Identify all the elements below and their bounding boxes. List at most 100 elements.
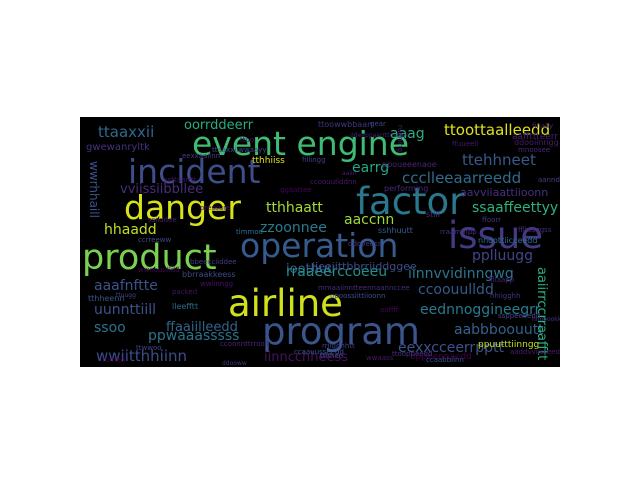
word-aaiirr: aaiirr [342,170,358,177]
word-bbeecciiddee: bbeecciiddee [190,258,237,266]
word-ppoueeenaoe: ppoueeenaoe [382,160,437,169]
word-iinnvvidinngwg: iinnvvidinngwg [408,266,514,282]
word-event-engine: event engine [192,124,410,163]
word-uunnttiill: uunnttiill [94,302,157,318]
word-pplluugg: pplluugg [472,248,534,264]
word-gear: gear [370,120,386,128]
word-ppuutttiinngg: ppuutttiinngg [478,340,540,350]
word-turned: turned [102,356,126,364]
word-danger: danger [124,188,241,227]
word-finally: finally [532,122,554,130]
word-ffoorr: ffoorr [482,216,502,224]
word-mnoosee: mnoosee [518,146,551,154]
word-jjeeiittbbrriiddggee: jjeeiittbbrriiddggee [312,260,417,273]
word-ccclleeaarreedd: ccclleeaarreedd [402,169,522,187]
word-hhiigghh: hhiigghh [490,292,521,300]
word-ccoonnttrrooll: ccoonnttrrooll [220,340,269,348]
word-vviissiibbllee: vviissiibbllee [120,182,204,197]
word-rraaeerccoeeu: rraaeerccoeeu [286,264,388,280]
word-ccoouulldd: ccoouulldd [418,282,494,298]
word-wwrhhaill: wwrhhaill [87,161,101,218]
word-gwewanryltk: gwewanryltk [86,142,150,153]
word-ttwwoo: ttwwoo [136,344,162,352]
word-ttoottaalleedd: ttoottaalleedd [444,121,551,139]
word-ttooppeedd: ttooppeedd [392,350,433,358]
word-rriigghhtt: rriigghhtt [322,342,355,350]
word-aaiirrccrraafftt: aaiirrccrraafftt [534,267,549,361]
word-lleefftt: lleefftt [172,302,199,311]
word-ooffff: ooffff [380,306,399,314]
word-ccrreeww: ccrreeww [138,236,172,244]
word-ffllaapp: ffllaapp [488,276,515,284]
word-ffuueell: ffuueell [452,140,479,148]
word-incident: incident [128,152,261,191]
word-pressure: pressure [200,204,231,212]
word-ddeeppaarrttuurree: ddeeppaarrttuurree [350,132,410,139]
word-ttaaxxii: ttaaxxii [98,123,155,141]
word-ttaaxxiiwwaayy: ttaaxxiiwwaayy [212,146,267,154]
word-wwiitthhiinn: wwiitthhiinn [96,347,187,365]
word-ttoowwbbaarr: ttoowwbbaarr [318,120,374,129]
word-fillingg: fillingg [302,156,326,164]
word-rraammpp: rraammpp [440,228,477,236]
word-factor: factor [356,180,465,223]
word-ppoossiittiioonn: ppoossiittiioonn [330,292,386,300]
word-issue: issue [448,214,544,257]
word-aaccnn: aaccnn [344,212,395,228]
word-ffllaaggss: ffllaaggss [518,226,552,234]
word-ffaaiilleedd: ffaaiilleedd [166,320,238,335]
word-wwoouulldd: wwoouulldd [138,266,180,274]
word-oorrddeerr: oorrddeerr [184,118,254,133]
word-ddooww: ddooww [222,360,247,367]
word-ccaauusseedd: ccaauusseedd [294,348,344,356]
word-eexxaaiinn: eexxaaiinn [182,152,221,160]
word-sshhuutt: sshhuutt [378,226,413,235]
word-product: product [82,238,217,278]
word-nnoottiicceedd: nnoottiicceedd [478,236,538,245]
word-airline: airline [228,282,343,325]
word-aavviiaattiioonn: aavviiaattiioonn [460,186,549,199]
word-mmaaiinntteennaannccee: mmaaiinntteennaannccee [318,284,410,292]
word-aaag: aaag [390,126,425,142]
word-aanndd: aanndd [538,176,560,184]
word-ssppeeeedd: ssppeeeedd [498,312,541,320]
word-bbrraakkeess: bbrraakkeess [182,270,236,279]
word-ttehhneet: ttehhneet [462,151,536,169]
word-oppeennaedd: oppeennaedd [410,352,472,362]
word-ddooeess: ddooeess [348,240,382,248]
word-ssoo: ssoo [94,320,126,336]
word-aaafnftte: aaafnftte [94,278,158,294]
word-eexxcceerrpptt: eexxcceerrpptt [398,340,504,356]
word-zzoonnee: zzoonnee [260,220,327,236]
word-hhaadd: hhaadd [104,222,157,238]
word-wwaass: wwaass [366,354,394,362]
word-ssttaarrtt: ssttaarrtt [164,176,197,184]
word-timmoo: timmoo [236,228,263,236]
word-ppwaaasssss: ppwaaasssss [148,328,240,344]
word-aaffttteerr: aaffttteerr [512,132,559,142]
word-eednnoggineegrr: eednnoggineegrr [420,302,541,318]
word-iinncchheess: iinncchheess [264,350,349,365]
word-hhooookk: hhooookk [532,316,560,323]
word-earrg: earrg [352,160,390,176]
word-tthhaatt: tthhaatt [266,200,323,216]
word-running: running [396,125,404,153]
word-aaddvviisseedd: aaddvviisseedd [510,348,560,356]
word-ttuugg: ttuugg [116,292,136,299]
word-wwiinngg: wwiinngg [200,280,234,288]
word-ccaabbiinn: ccaabbiinn [426,356,464,364]
word-ttoo: ttoo [240,136,255,144]
word-ddooiinngg: ddooiinngg [514,138,559,147]
word-tthhee: tthhee [320,352,343,360]
word-cloud-image: event engine incident danger factor oper… [80,117,560,367]
word-tthheenn: tthheenn [88,294,125,303]
word-ssiiddee: ssiiddee [148,216,177,224]
word-ggaattee: ggaattee [280,186,312,194]
word-packed: packed [172,288,198,296]
word-ioothuu: ioothuu [286,262,336,277]
word-ccoouullddnn: ccoouullddnn [310,178,357,186]
word-operation: operation [240,226,399,265]
word-ssaaffeettyy: ssaaffeettyy [472,200,559,216]
word-still: still [426,210,440,219]
